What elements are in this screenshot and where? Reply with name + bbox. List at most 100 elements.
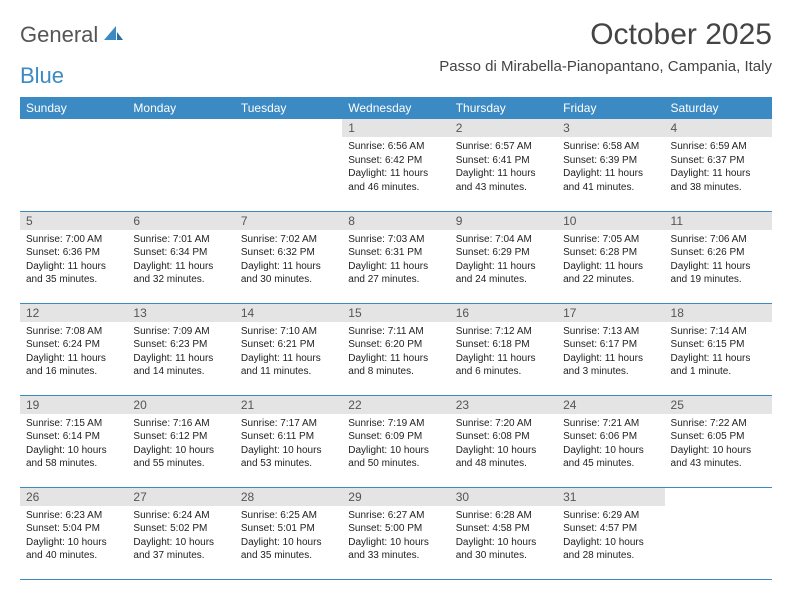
daylight-line: Daylight: 11 hours and 22 minutes. [563, 260, 658, 287]
day-number: 28 [235, 488, 342, 506]
daylight-line: Daylight: 11 hours and 38 minutes. [671, 167, 766, 194]
calendar-day-cell: 16Sunrise: 7:12 AMSunset: 6:18 PMDayligh… [450, 303, 557, 395]
day-number: 23 [450, 396, 557, 414]
daylight-line: Daylight: 11 hours and 24 minutes. [456, 260, 551, 287]
daylight-line: Daylight: 11 hours and 16 minutes. [26, 352, 121, 379]
day-number: 22 [342, 396, 449, 414]
sunrise-line: Sunrise: 6:59 AM [671, 140, 766, 154]
day-info: Sunrise: 6:24 AMSunset: 5:02 PMDaylight:… [127, 506, 234, 567]
sunset-line: Sunset: 6:39 PM [563, 154, 658, 168]
daylight-line: Daylight: 11 hours and 3 minutes. [563, 352, 658, 379]
calendar-day-cell: 12Sunrise: 7:08 AMSunset: 6:24 PMDayligh… [20, 303, 127, 395]
daylight-line: Daylight: 10 hours and 37 minutes. [133, 536, 228, 563]
day-info: Sunrise: 7:14 AMSunset: 6:15 PMDaylight:… [665, 322, 772, 383]
sunset-line: Sunset: 6:09 PM [348, 430, 443, 444]
sunset-line: Sunset: 6:17 PM [563, 338, 658, 352]
day-number: 5 [20, 212, 127, 230]
logo: General [20, 18, 124, 48]
calendar-day-cell: 23Sunrise: 7:20 AMSunset: 6:08 PMDayligh… [450, 395, 557, 487]
calendar-day-cell: 25Sunrise: 7:22 AMSunset: 6:05 PMDayligh… [665, 395, 772, 487]
sunset-line: Sunset: 6:42 PM [348, 154, 443, 168]
sunrise-line: Sunrise: 7:22 AM [671, 417, 766, 431]
sunrise-line: Sunrise: 6:56 AM [348, 140, 443, 154]
sunset-line: Sunset: 6:21 PM [241, 338, 336, 352]
day-number: 3 [557, 119, 664, 137]
sunset-line: Sunset: 6:05 PM [671, 430, 766, 444]
day-of-week-header: Tuesday [235, 97, 342, 119]
daylight-line: Daylight: 11 hours and 41 minutes. [563, 167, 658, 194]
calendar-day-cell: 17Sunrise: 7:13 AMSunset: 6:17 PMDayligh… [557, 303, 664, 395]
sunset-line: Sunset: 6:31 PM [348, 246, 443, 260]
day-of-week-row: SundayMondayTuesdayWednesdayThursdayFrid… [20, 97, 772, 119]
day-info: Sunrise: 7:09 AMSunset: 6:23 PMDaylight:… [127, 322, 234, 383]
day-info: Sunrise: 6:28 AMSunset: 4:58 PMDaylight:… [450, 506, 557, 567]
calendar-empty-cell [20, 119, 127, 211]
day-number: 9 [450, 212, 557, 230]
day-number: 15 [342, 304, 449, 322]
calendar-day-cell: 1Sunrise: 6:56 AMSunset: 6:42 PMDaylight… [342, 119, 449, 211]
calendar-day-cell: 11Sunrise: 7:06 AMSunset: 6:26 PMDayligh… [665, 211, 772, 303]
logo-word-2: Blue [20, 63, 64, 89]
daylight-line: Daylight: 11 hours and 35 minutes. [26, 260, 121, 287]
day-number: 31 [557, 488, 664, 506]
daylight-line: Daylight: 10 hours and 40 minutes. [26, 536, 121, 563]
daylight-line: Daylight: 10 hours and 45 minutes. [563, 444, 658, 471]
day-info: Sunrise: 6:23 AMSunset: 5:04 PMDaylight:… [20, 506, 127, 567]
sunrise-line: Sunrise: 7:08 AM [26, 325, 121, 339]
calendar-day-cell: 18Sunrise: 7:14 AMSunset: 6:15 PMDayligh… [665, 303, 772, 395]
calendar-week-row: 5Sunrise: 7:00 AMSunset: 6:36 PMDaylight… [20, 211, 772, 303]
day-info: Sunrise: 7:13 AMSunset: 6:17 PMDaylight:… [557, 322, 664, 383]
calendar-day-cell: 21Sunrise: 7:17 AMSunset: 6:11 PMDayligh… [235, 395, 342, 487]
sunset-line: Sunset: 6:41 PM [456, 154, 551, 168]
calendar-week-row: 1Sunrise: 6:56 AMSunset: 6:42 PMDaylight… [20, 119, 772, 211]
day-info: Sunrise: 7:15 AMSunset: 6:14 PMDaylight:… [20, 414, 127, 475]
day-number: 14 [235, 304, 342, 322]
calendar-empty-cell [127, 119, 234, 211]
calendar-day-cell: 7Sunrise: 7:02 AMSunset: 6:32 PMDaylight… [235, 211, 342, 303]
day-number: 10 [557, 212, 664, 230]
day-number: 21 [235, 396, 342, 414]
day-of-week-header: Friday [557, 97, 664, 119]
calendar-empty-cell [665, 487, 772, 579]
sunset-line: Sunset: 6:12 PM [133, 430, 228, 444]
month-title: October 2025 [439, 18, 772, 52]
sunrise-line: Sunrise: 7:11 AM [348, 325, 443, 339]
sunrise-line: Sunrise: 6:58 AM [563, 140, 658, 154]
calendar-day-cell: 15Sunrise: 7:11 AMSunset: 6:20 PMDayligh… [342, 303, 449, 395]
sunrise-line: Sunrise: 6:28 AM [456, 509, 551, 523]
calendar-day-cell: 26Sunrise: 6:23 AMSunset: 5:04 PMDayligh… [20, 487, 127, 579]
sunset-line: Sunset: 6:18 PM [456, 338, 551, 352]
sunset-line: Sunset: 5:02 PM [133, 522, 228, 536]
sunrise-line: Sunrise: 7:15 AM [26, 417, 121, 431]
day-number: 27 [127, 488, 234, 506]
sunset-line: Sunset: 6:08 PM [456, 430, 551, 444]
sunrise-line: Sunrise: 6:23 AM [26, 509, 121, 523]
day-info: Sunrise: 7:16 AMSunset: 6:12 PMDaylight:… [127, 414, 234, 475]
sunset-line: Sunset: 4:58 PM [456, 522, 551, 536]
calendar-empty-cell [235, 119, 342, 211]
day-info: Sunrise: 7:03 AMSunset: 6:31 PMDaylight:… [342, 230, 449, 291]
day-number: 11 [665, 212, 772, 230]
sunset-line: Sunset: 4:57 PM [563, 522, 658, 536]
sunrise-line: Sunrise: 7:03 AM [348, 233, 443, 247]
day-of-week-header: Monday [127, 97, 234, 119]
day-number: 6 [127, 212, 234, 230]
sunrise-line: Sunrise: 7:20 AM [456, 417, 551, 431]
day-of-week-header: Wednesday [342, 97, 449, 119]
sunrise-line: Sunrise: 7:02 AM [241, 233, 336, 247]
calendar-page: General October 2025 Passo di Mirabella-… [0, 0, 792, 590]
sunset-line: Sunset: 6:34 PM [133, 246, 228, 260]
day-info: Sunrise: 6:58 AMSunset: 6:39 PMDaylight:… [557, 137, 664, 198]
day-of-week-header: Thursday [450, 97, 557, 119]
sunrise-line: Sunrise: 6:24 AM [133, 509, 228, 523]
calendar-day-cell: 4Sunrise: 6:59 AMSunset: 6:37 PMDaylight… [665, 119, 772, 211]
day-number: 19 [20, 396, 127, 414]
sunset-line: Sunset: 6:26 PM [671, 246, 766, 260]
day-number: 20 [127, 396, 234, 414]
calendar-day-cell: 27Sunrise: 6:24 AMSunset: 5:02 PMDayligh… [127, 487, 234, 579]
calendar-day-cell: 31Sunrise: 6:29 AMSunset: 4:57 PMDayligh… [557, 487, 664, 579]
sunrise-line: Sunrise: 7:05 AM [563, 233, 658, 247]
day-number: 26 [20, 488, 127, 506]
daylight-line: Daylight: 10 hours and 35 minutes. [241, 536, 336, 563]
daylight-line: Daylight: 11 hours and 11 minutes. [241, 352, 336, 379]
